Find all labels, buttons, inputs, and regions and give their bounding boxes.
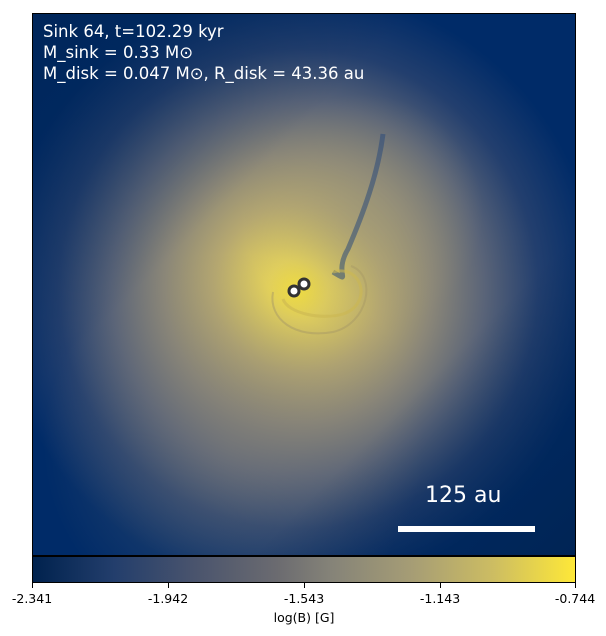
colorbar-tick	[32, 583, 33, 588]
scale-bar-label: 125 au	[425, 483, 502, 508]
colorbar-tick-label: -1.543	[283, 591, 325, 606]
colorbar-tick	[575, 583, 576, 588]
sink-id-time: Sink 64, t=102.29 kyr	[43, 22, 224, 41]
colorbar-tick-label: -1.942	[147, 591, 189, 606]
magnetic-field-map	[32, 13, 576, 556]
colorbar-tick	[168, 583, 169, 588]
sink-mass: M_sink = 0.33 M⊙	[43, 43, 194, 62]
colorbar-gradient	[33, 557, 575, 582]
sink-info-caption: Sink 64, t=102.29 kyr M_sink = 0.33 M⊙ M…	[43, 21, 364, 84]
colorbar-tick-label: -0.744	[554, 591, 596, 606]
scale-bar	[398, 526, 535, 532]
sink-particle-marker	[287, 284, 301, 298]
colorbar	[32, 556, 576, 583]
field-map-graphic	[33, 14, 575, 555]
colorbar-label: log(B) [G]	[273, 610, 335, 625]
colorbar-tick	[440, 583, 441, 588]
sink-particle-marker	[297, 277, 311, 291]
colorbar-tick-label: -1.143	[419, 591, 461, 606]
colorbar-tick-label: -2.341	[11, 591, 53, 606]
disk-mass-radius: M_disk = 0.047 M⊙, R_disk = 43.36 au	[43, 64, 365, 83]
colorbar-tick	[304, 583, 305, 588]
